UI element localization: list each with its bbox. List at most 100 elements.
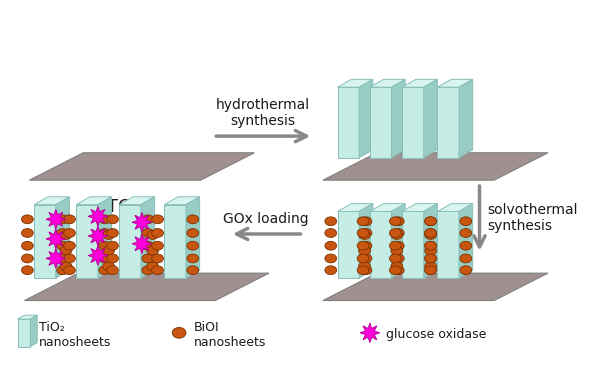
- Text: glucose oxidase: glucose oxidase: [386, 328, 486, 341]
- Ellipse shape: [142, 242, 153, 250]
- Ellipse shape: [424, 246, 436, 255]
- Ellipse shape: [107, 229, 118, 237]
- Polygon shape: [46, 210, 66, 229]
- Ellipse shape: [152, 229, 164, 237]
- Ellipse shape: [357, 217, 369, 226]
- Polygon shape: [29, 153, 254, 180]
- Ellipse shape: [21, 254, 33, 263]
- Ellipse shape: [360, 254, 372, 263]
- Polygon shape: [360, 323, 380, 343]
- Ellipse shape: [103, 231, 115, 239]
- Ellipse shape: [60, 231, 72, 239]
- Polygon shape: [164, 197, 199, 205]
- Ellipse shape: [60, 262, 72, 271]
- Polygon shape: [186, 197, 199, 278]
- Text: FTO: FTO: [97, 198, 133, 216]
- Polygon shape: [392, 80, 405, 158]
- Ellipse shape: [460, 229, 472, 237]
- Ellipse shape: [142, 266, 153, 274]
- Ellipse shape: [187, 215, 199, 224]
- Ellipse shape: [187, 229, 199, 237]
- Ellipse shape: [103, 246, 115, 255]
- Ellipse shape: [424, 217, 436, 226]
- Polygon shape: [76, 197, 112, 205]
- Ellipse shape: [359, 246, 370, 255]
- Polygon shape: [24, 273, 269, 300]
- Polygon shape: [359, 80, 373, 158]
- Polygon shape: [132, 234, 152, 254]
- Polygon shape: [370, 80, 405, 87]
- Ellipse shape: [64, 266, 75, 274]
- Polygon shape: [438, 87, 459, 158]
- Polygon shape: [119, 205, 141, 278]
- Ellipse shape: [325, 217, 337, 226]
- Ellipse shape: [357, 254, 369, 263]
- Ellipse shape: [424, 242, 436, 250]
- Ellipse shape: [359, 262, 370, 271]
- Polygon shape: [459, 204, 473, 278]
- Polygon shape: [459, 80, 473, 158]
- Polygon shape: [370, 211, 392, 278]
- Ellipse shape: [391, 246, 403, 255]
- Ellipse shape: [107, 254, 118, 263]
- Polygon shape: [338, 211, 359, 278]
- Ellipse shape: [325, 242, 337, 250]
- Polygon shape: [34, 197, 69, 205]
- Ellipse shape: [389, 229, 401, 237]
- Polygon shape: [88, 246, 107, 265]
- Ellipse shape: [21, 242, 33, 250]
- Ellipse shape: [172, 327, 186, 338]
- Ellipse shape: [142, 229, 153, 237]
- Ellipse shape: [99, 254, 110, 263]
- Polygon shape: [402, 87, 424, 158]
- Polygon shape: [370, 204, 405, 212]
- Polygon shape: [402, 204, 438, 212]
- Ellipse shape: [21, 266, 33, 274]
- Ellipse shape: [424, 242, 436, 250]
- Ellipse shape: [424, 217, 436, 226]
- Ellipse shape: [187, 254, 199, 263]
- Ellipse shape: [107, 266, 118, 274]
- Polygon shape: [323, 153, 548, 180]
- Polygon shape: [338, 87, 359, 158]
- Ellipse shape: [357, 242, 369, 250]
- Ellipse shape: [64, 215, 75, 224]
- Ellipse shape: [391, 262, 403, 271]
- Ellipse shape: [64, 254, 75, 263]
- Ellipse shape: [389, 242, 401, 250]
- Polygon shape: [88, 226, 107, 246]
- Ellipse shape: [142, 254, 153, 263]
- Ellipse shape: [99, 242, 110, 250]
- Polygon shape: [402, 80, 438, 87]
- Ellipse shape: [99, 229, 110, 237]
- Polygon shape: [18, 319, 30, 346]
- Ellipse shape: [64, 242, 75, 250]
- Polygon shape: [323, 273, 548, 300]
- Polygon shape: [438, 80, 473, 87]
- Ellipse shape: [357, 229, 369, 237]
- Ellipse shape: [57, 266, 69, 274]
- Ellipse shape: [57, 229, 69, 237]
- Ellipse shape: [424, 229, 436, 237]
- Ellipse shape: [103, 262, 115, 271]
- Ellipse shape: [152, 254, 164, 263]
- Ellipse shape: [359, 231, 370, 239]
- Text: GOx loading: GOx loading: [223, 212, 309, 226]
- Ellipse shape: [152, 266, 164, 274]
- Ellipse shape: [187, 242, 199, 250]
- Ellipse shape: [424, 231, 436, 239]
- Ellipse shape: [460, 242, 472, 250]
- Polygon shape: [30, 315, 37, 346]
- Ellipse shape: [142, 215, 153, 224]
- Polygon shape: [34, 205, 56, 278]
- Ellipse shape: [21, 229, 33, 237]
- Polygon shape: [46, 249, 66, 268]
- Ellipse shape: [107, 242, 118, 250]
- Ellipse shape: [147, 262, 159, 271]
- Ellipse shape: [460, 254, 472, 263]
- Polygon shape: [438, 211, 459, 278]
- Polygon shape: [164, 205, 186, 278]
- Ellipse shape: [389, 217, 401, 226]
- Ellipse shape: [152, 242, 164, 250]
- Ellipse shape: [99, 266, 110, 274]
